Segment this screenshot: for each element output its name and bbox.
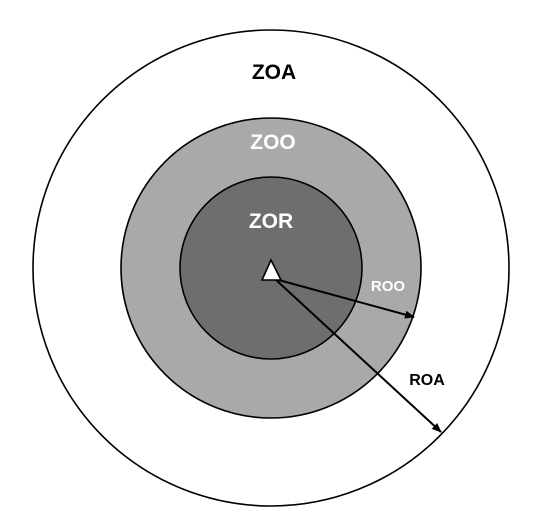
agent-triangle-icon xyxy=(260,258,283,281)
roo-label: ROO xyxy=(371,278,406,295)
roo-arrow xyxy=(274,278,415,319)
roa-arrow xyxy=(274,278,442,433)
roa-label: ROA xyxy=(409,372,445,389)
zoa-label: ZOA xyxy=(252,61,296,84)
zor-label: ZOR xyxy=(249,210,293,233)
zoo-label: ZOO xyxy=(250,131,296,154)
